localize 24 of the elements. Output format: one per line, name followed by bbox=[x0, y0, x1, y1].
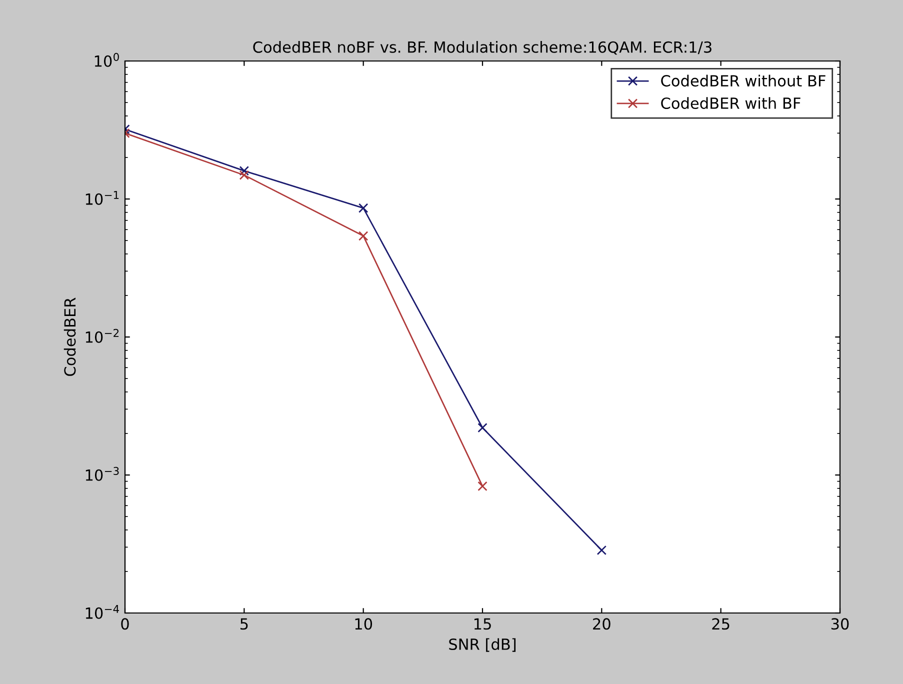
x-axis-title: SNR [dB] bbox=[449, 638, 516, 652]
point bbox=[239, 170, 250, 180]
point bbox=[358, 203, 368, 213]
x-tick-label: 30 bbox=[831, 618, 849, 630]
x-tick-label: 20 bbox=[593, 618, 610, 630]
legend-label: CodedBER with BF bbox=[661, 97, 800, 109]
x-tick-label: 0 bbox=[121, 618, 129, 630]
y-tick-label: 10$^{−4}$ bbox=[86, 605, 119, 619]
x-tick-label: 25 bbox=[712, 618, 730, 630]
point bbox=[478, 481, 488, 492]
x-tick-label: 15 bbox=[474, 618, 491, 630]
point bbox=[239, 166, 250, 176]
y-tick-label: 10$^{−2}$ bbox=[86, 328, 119, 343]
x-tick-label: 10 bbox=[355, 618, 372, 630]
chart-title: CodedBER noBF vs. BF. Modulation scheme:16QAM. ECR:1/3 bbox=[253, 41, 712, 55]
point bbox=[596, 545, 607, 556]
y-tick-label: 10$^{0}$ bbox=[94, 52, 119, 67]
y-axis-title: CodedBER bbox=[64, 298, 76, 376]
x-tick-label: 5 bbox=[240, 618, 248, 630]
y-tick-label: 10$^{−3}$ bbox=[86, 466, 119, 481]
point bbox=[478, 422, 488, 433]
legend-label: CodedBER without BF bbox=[661, 74, 826, 87]
y-tick-label: 10$^{−1}$ bbox=[86, 191, 119, 205]
point bbox=[358, 231, 368, 241]
